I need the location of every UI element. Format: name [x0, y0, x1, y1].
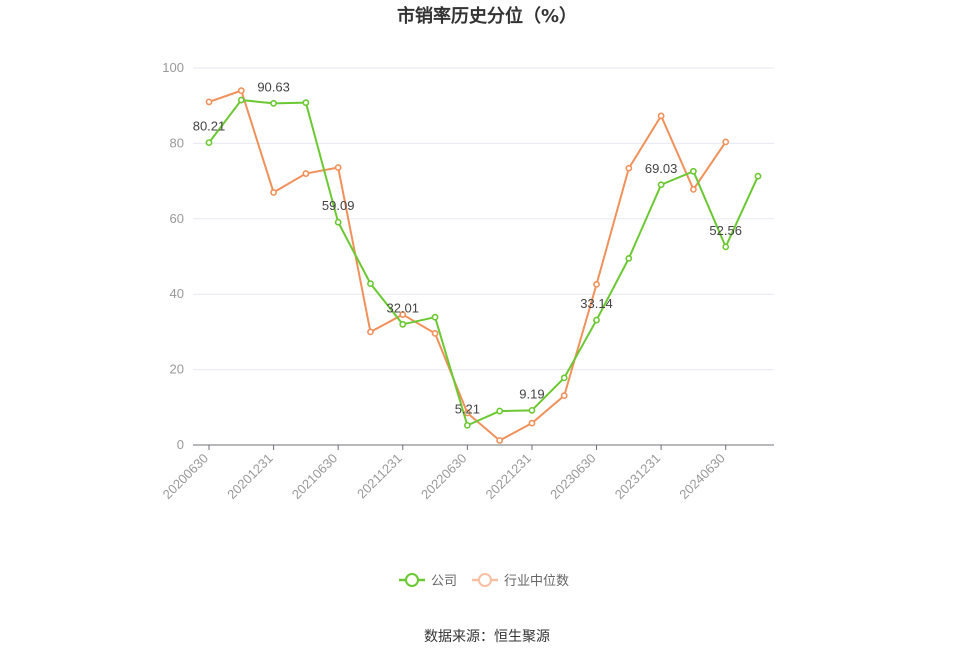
x-tick-label: 20220630	[418, 451, 470, 503]
data-point-1	[237, 87, 245, 95]
data-point-1	[302, 170, 310, 177]
data-point-0	[690, 167, 697, 175]
legend-label: 公司	[431, 574, 457, 589]
y-tick-label: 60	[170, 211, 184, 226]
legend[interactable]: 公司 行业中位数	[399, 573, 569, 589]
data-point-0	[270, 99, 277, 107]
data-point-1	[690, 185, 697, 193]
data-label: 59.09	[322, 198, 355, 213]
data-point-1	[270, 189, 277, 196]
data-point-0	[754, 172, 762, 180]
legend-label: 行业中位数	[504, 574, 569, 589]
data-point-0	[722, 243, 730, 251]
data-label: 90.63	[257, 79, 290, 94]
grid	[193, 67, 774, 371]
data-point-0	[657, 181, 665, 189]
legend-marker	[405, 573, 419, 587]
data-point-1	[463, 409, 471, 417]
y-tick-label: 80	[170, 135, 184, 150]
x-tick-label: 20231231	[612, 451, 664, 503]
data-point-0	[528, 406, 536, 414]
data-point-1	[657, 112, 665, 120]
data-label: 9.19	[519, 386, 544, 401]
x-tick-label: 20221231	[483, 451, 535, 503]
data-point-1	[496, 437, 504, 444]
data-point-1	[431, 330, 439, 337]
data-point-1	[560, 392, 568, 400]
data-point-1	[625, 164, 633, 172]
data-point-0	[593, 316, 600, 324]
data-point-0	[302, 99, 310, 107]
data-point-0	[334, 218, 342, 226]
legend-item-0[interactable]: 公司	[399, 573, 457, 589]
data-point-0	[399, 320, 407, 328]
data-label: 5.21	[455, 401, 480, 416]
data-labels: 80.21 90.63 59.09 32.01 5.21 9.19 33.14 69.03 52…	[193, 79, 742, 416]
y-tick-label: 40	[170, 286, 184, 301]
y-tick-label: 20	[170, 362, 184, 377]
data-point-1	[722, 138, 730, 146]
data-point-1	[593, 280, 600, 288]
data-label: 52.56	[709, 223, 742, 238]
legend-item-1[interactable]: 行业中位数	[472, 573, 569, 589]
data-point-0	[431, 313, 439, 321]
data-point-0	[205, 139, 213, 147]
data-label: 33.14	[580, 296, 613, 311]
data-point-0	[496, 407, 504, 415]
x-tick-label: 20200630	[160, 451, 212, 503]
x-tick-label: 20210630	[289, 451, 341, 503]
data-point-1	[528, 419, 536, 427]
y-axis: 0 20 40 60 80 100	[162, 60, 184, 452]
series-line-0	[208, 99, 759, 427]
data-label: 69.03	[645, 161, 678, 176]
legend-marker	[478, 573, 492, 587]
data-point-0	[463, 421, 471, 429]
data-point-0	[560, 374, 568, 382]
data-point-0	[625, 254, 633, 262]
x-tick-label: 20230630	[547, 451, 599, 503]
source-text: 数据来源：恒生聚源	[424, 629, 550, 645]
data-point-1	[367, 328, 374, 336]
x-tick-label: 20211231	[354, 451, 405, 502]
series-layer	[205, 87, 762, 444]
x-axis: 20200630 20201231 20210630 20211231 20220630…	[160, 444, 774, 503]
x-tick-label: 20240630	[676, 451, 728, 503]
y-tick-label: 0	[177, 437, 184, 452]
data-point-0	[237, 96, 245, 104]
data-point-0	[367, 280, 374, 288]
data-label: 32.01	[386, 300, 419, 315]
data-point-1	[334, 164, 342, 171]
chart-title: 市销率历史分位（%）	[397, 5, 577, 27]
data-point-1	[205, 98, 213, 106]
data-point-1	[399, 311, 407, 318]
x-tick-label: 20201231	[224, 451, 276, 503]
data-label: 80.21	[193, 119, 226, 134]
y-tick-label: 100	[162, 60, 184, 75]
